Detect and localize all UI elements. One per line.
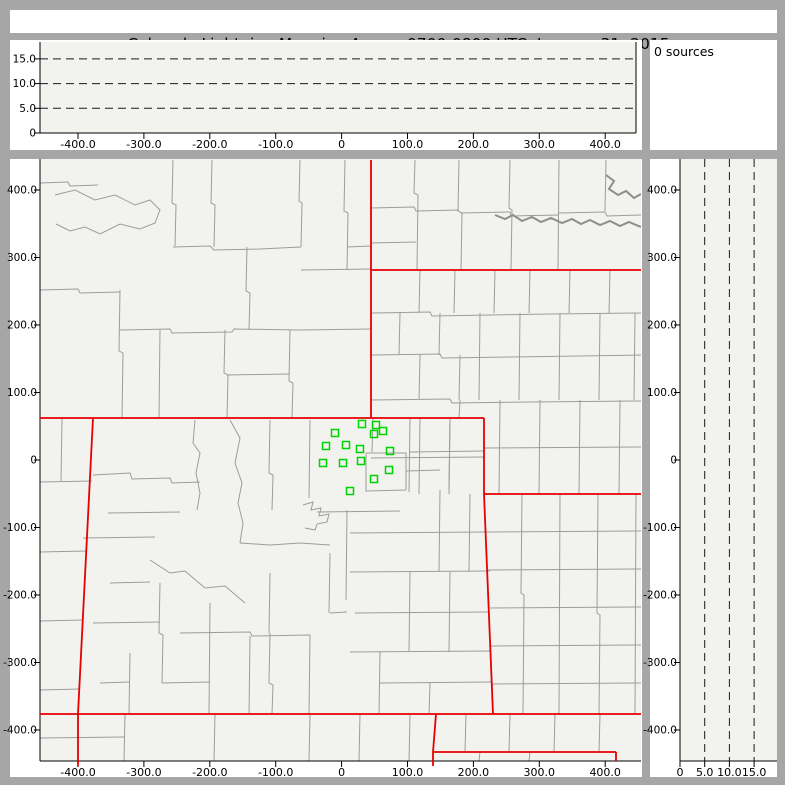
title-bar: Colorado Lightning Mapping Array 0700-08… — [10, 10, 777, 53]
svg-text:200.0: 200.0 — [647, 320, 677, 332]
svg-text:0: 0 — [670, 455, 677, 467]
altitude-vs-ew-panel: 0 5.0 10.0 15.0 -400.0 -300.0 -200.0 -100.0 0 100… — [10, 40, 642, 151]
svg-text:0: 0 — [677, 766, 684, 779]
tick-labels: 0 5.0 10.0 15.0 -400.0 -300.0 -200.0 -100.0 0 100… — [13, 53, 621, 151]
svg-text:300.0: 300.0 — [7, 252, 37, 264]
svg-text:-400.0: -400.0 — [3, 725, 37, 737]
svg-text:-400.0: -400.0 — [643, 725, 677, 737]
svg-text:-200.0: -200.0 — [643, 590, 677, 602]
state-borders — [40, 160, 641, 766]
svg-text:10.0: 10.0 — [13, 78, 36, 90]
svg-text:-100.0: -100.0 — [3, 522, 37, 534]
axes — [34, 159, 641, 767]
svg-text:100.0: 100.0 — [647, 387, 677, 399]
svg-text:15.0: 15.0 — [742, 766, 767, 779]
svg-text:400.0: 400.0 — [7, 185, 37, 197]
lma-station-marker — [341, 440, 351, 450]
lma-station-marker — [369, 429, 379, 439]
svg-text:-200.0: -200.0 — [3, 590, 37, 602]
svg-text:-400.0: -400.0 — [60, 766, 95, 779]
svg-text:400.0: 400.0 — [647, 185, 677, 197]
svg-text:200.0: 200.0 — [458, 766, 490, 779]
svg-text:200.0: 200.0 — [7, 320, 37, 332]
svg-text:300.0: 300.0 — [524, 138, 556, 151]
lma-station-marker — [357, 419, 367, 429]
lma-station-marker — [355, 444, 365, 454]
plot-bg — [40, 42, 636, 133]
svg-text:300.0: 300.0 — [524, 766, 556, 779]
svg-text:-300.0: -300.0 — [3, 657, 37, 669]
svg-text:-200.0: -200.0 — [192, 766, 227, 779]
svg-text:0: 0 — [29, 128, 36, 140]
lma-station-marker — [321, 441, 331, 451]
svg-text:300.0: 300.0 — [647, 252, 677, 264]
svg-text:0: 0 — [338, 766, 345, 779]
svg-text:-100.0: -100.0 — [643, 522, 677, 534]
svg-text:5.0: 5.0 — [696, 766, 714, 779]
lma-station-marker — [385, 446, 395, 456]
lma-station-marker — [378, 426, 388, 436]
svg-text:0: 0 — [30, 455, 37, 467]
svg-text:400.0: 400.0 — [589, 138, 621, 151]
svg-text:-400.0: -400.0 — [60, 138, 95, 151]
altitude-grid-lines — [704, 159, 755, 761]
county-boundaries — [40, 159, 641, 761]
svg-text:-300.0: -300.0 — [126, 766, 161, 779]
lma-station-marker — [345, 486, 355, 496]
tick-labels: 400.0 300.0 200.0 100.0 0 -100.0 -200.0 -300.0 -… — [643, 185, 766, 780]
svg-text:15.0: 15.0 — [13, 53, 36, 65]
axes — [34, 42, 637, 139]
svg-text:100.0: 100.0 — [7, 387, 37, 399]
svg-text:-300.0: -300.0 — [643, 657, 677, 669]
lma-station-marker — [369, 474, 379, 484]
svg-text:-100.0: -100.0 — [258, 138, 293, 151]
lma-station-marker — [338, 458, 348, 468]
lma-station-marker — [318, 458, 328, 468]
svg-text:-100.0: -100.0 — [258, 766, 293, 779]
tick-labels: 400.0 300.0 200.0 100.0 0 -100.0 -200.0 -300.0 -… — [3, 185, 621, 780]
lma-station-marker — [330, 428, 340, 438]
svg-text:-200.0: -200.0 — [192, 138, 227, 151]
altitude-grid-lines — [40, 58, 636, 109]
altitude-vs-ns-panel: 400.0 300.0 200.0 100.0 0 -100.0 -200.0 -300.0 -… — [643, 159, 777, 779]
plot-bg — [680, 159, 777, 761]
svg-text:200.0: 200.0 — [458, 138, 490, 151]
plan-view-map-panel: 400.0 300.0 200.0 100.0 0 -100.0 -200.0 -300.0 -… — [3, 159, 642, 779]
rivers — [494, 174, 641, 228]
lma-stations — [318, 419, 395, 496]
sources-count-label: 0 sources — [654, 44, 714, 59]
svg-text:400.0: 400.0 — [589, 766, 621, 779]
svg-text:100.0: 100.0 — [392, 138, 424, 151]
lma-station-marker — [384, 465, 394, 475]
lma-station-marker — [356, 456, 366, 466]
svg-text:100.0: 100.0 — [392, 766, 424, 779]
svg-text:0: 0 — [338, 138, 345, 151]
sources-panel: 0 sources — [650, 40, 777, 150]
lma-station-marker — [371, 420, 381, 430]
svg-text:10.0: 10.0 — [717, 766, 742, 779]
svg-text:-300.0: -300.0 — [126, 138, 161, 151]
axes — [674, 159, 777, 767]
svg-text:5.0: 5.0 — [19, 103, 36, 115]
